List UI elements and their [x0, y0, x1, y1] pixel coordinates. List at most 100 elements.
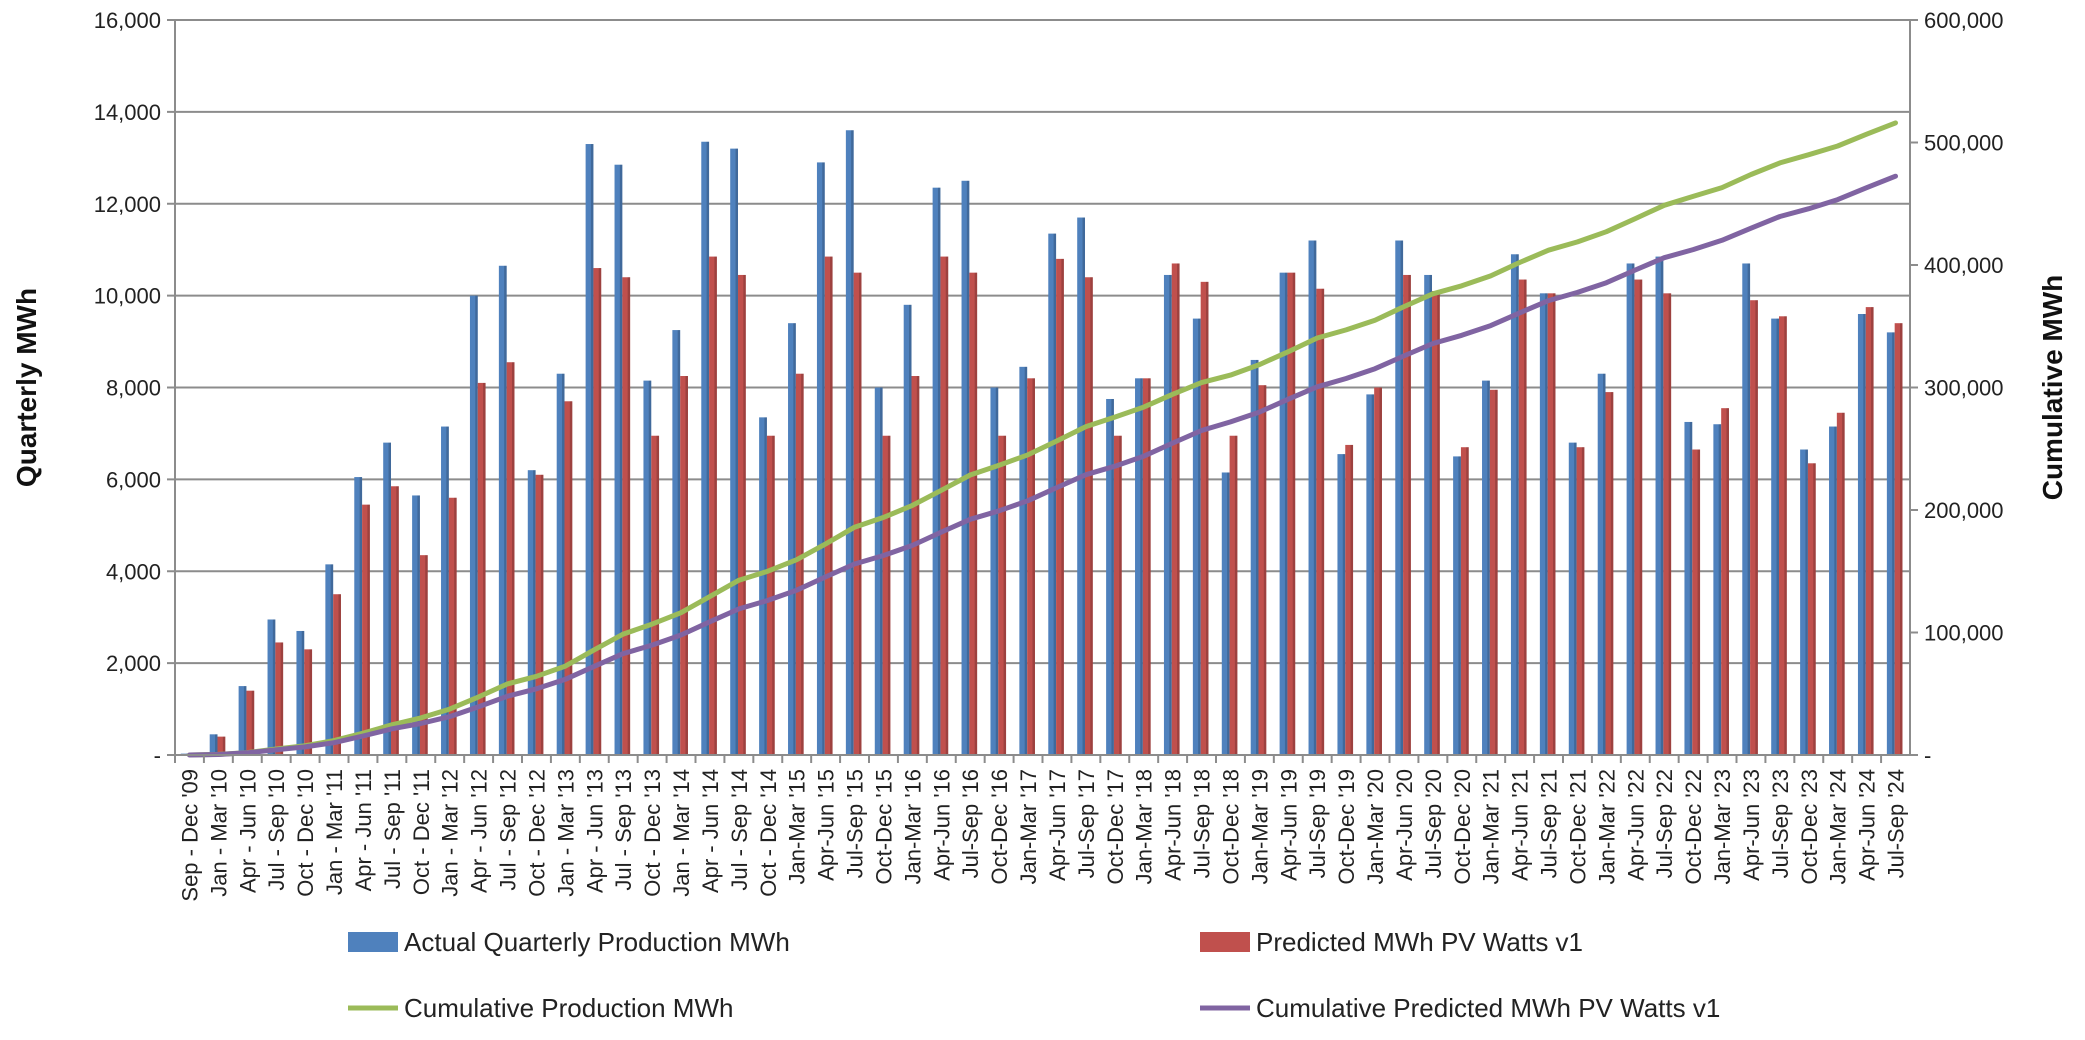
- bar-predicted: [1200, 281, 1209, 755]
- bar-shade: [396, 486, 399, 755]
- left-axis-tick-label: 8,000: [106, 376, 161, 401]
- bar-predicted: [1894, 323, 1903, 755]
- bar-predicted: [304, 649, 313, 755]
- bar-actual: [874, 387, 883, 755]
- bar-shade: [511, 362, 515, 755]
- x-axis-tick-label: Jan-Mar '20: [1363, 769, 1388, 884]
- legend-label: Actual Quarterly Production MWh: [404, 927, 790, 957]
- bar-shade: [1227, 472, 1230, 755]
- bar-shade: [1726, 408, 1729, 755]
- bar-shade: [301, 630, 305, 755]
- bar-actual: [1135, 378, 1143, 755]
- bar-shade: [1148, 378, 1151, 755]
- bar-predicted: [1229, 435, 1238, 755]
- bar-actual: [1106, 398, 1114, 755]
- bar-actual: [383, 442, 392, 755]
- bar-shade: [714, 256, 717, 755]
- bar-shade: [1603, 373, 1606, 755]
- right-axis-tick-label: 200,000: [1924, 498, 2004, 523]
- x-axis-tick-label: Apr - Jun '12: [467, 769, 492, 893]
- bar-shade: [1813, 463, 1816, 755]
- bar-shade: [1639, 279, 1643, 755]
- bar-shade: [1718, 424, 1722, 755]
- x-axis-tick-label: Jan-Mar '18: [1132, 769, 1157, 884]
- bar-actual: [1279, 272, 1288, 755]
- x-axis-tick-label: Apr-Jun '18: [1161, 769, 1186, 881]
- bar-actual: [1163, 274, 1172, 755]
- x-axis-tick-label: Apr-Jun '22: [1623, 769, 1648, 881]
- x-axis-tick-label: Jul - Sep '13: [611, 769, 636, 891]
- x-axis-tick-label: Jul-Sep '16: [958, 769, 983, 878]
- bar-shade: [1321, 288, 1325, 755]
- left-axis-title: Quarterly MWh: [11, 288, 42, 487]
- right-axis-tick-label: 400,000: [1924, 253, 2004, 278]
- bar-shade: [338, 594, 341, 755]
- right-axis-tick-label: 100,000: [1924, 621, 2004, 646]
- bar-actual: [1482, 380, 1490, 755]
- bar-shade: [330, 564, 334, 755]
- bar-predicted: [246, 690, 255, 755]
- bar-predicted: [1460, 447, 1469, 755]
- left-axis-tick-label: 14,000: [94, 100, 161, 125]
- right-axis-tick-label: 500,000: [1924, 131, 2004, 156]
- legend-label: Cumulative Predicted MWh PV Watts v1: [1256, 993, 1720, 1023]
- x-axis-tick-label: Oct-Dec '15: [872, 769, 897, 884]
- bar-shade: [851, 130, 854, 755]
- x-axis-tick-label: Jan-Mar '21: [1479, 769, 1504, 884]
- x-axis-tick-label: Jan-Mar '15: [785, 769, 810, 884]
- bar-actual: [672, 330, 681, 755]
- bar-predicted: [1634, 279, 1643, 755]
- bar-predicted: [882, 435, 891, 755]
- bar-shade: [1205, 281, 1209, 755]
- x-axis-tick-label: Jan - Mar '11: [322, 769, 347, 895]
- axes: - 2,000 4,000 6,000 8,000 10,000 12,000 14,000 1…: [11, 8, 2068, 902]
- bar-shade: [887, 435, 891, 755]
- bar-actual: [614, 164, 623, 755]
- bar-actual: [1684, 421, 1693, 755]
- bar-shade: [995, 387, 999, 755]
- bar-actual: [1308, 240, 1317, 755]
- bar-shade: [1863, 314, 1866, 755]
- bar-actual: [1655, 256, 1664, 755]
- bar-predicted: [940, 256, 949, 755]
- x-axis-tick-label: Apr - Jun '13: [582, 769, 607, 893]
- bar-shade: [1610, 392, 1614, 755]
- bar-shade: [1408, 274, 1411, 755]
- x-axis-tick-label: Oct-Dec '20: [1450, 769, 1475, 884]
- legend: Actual Quarterly Production MWh Predicted…: [348, 927, 1720, 1023]
- x-axis-tick-label: Apr - Jun '14: [698, 769, 723, 893]
- bar-actual: [556, 373, 565, 755]
- bar-predicted: [593, 268, 602, 755]
- x-axis-tick-label: Oct - Dec '11: [409, 769, 434, 895]
- x-axis-tick-label: Jan-Mar '23: [1710, 769, 1735, 884]
- bar-predicted: [1403, 274, 1411, 755]
- bar-predicted: [419, 555, 428, 755]
- bar-shade: [1053, 233, 1057, 755]
- bar-shade: [1660, 256, 1664, 755]
- bar-predicted: [535, 474, 544, 755]
- bar-actual: [1771, 318, 1780, 755]
- bar-shade: [1574, 442, 1577, 755]
- bar-actual: [412, 495, 420, 755]
- bar-shade: [772, 435, 775, 755]
- bar-shade: [1487, 380, 1490, 755]
- bar-shade: [743, 274, 746, 755]
- bar-shade: [1834, 426, 1837, 755]
- x-axis-tick-label: Apr - Jun '11: [351, 769, 376, 891]
- bar-shade: [425, 555, 428, 755]
- bar-actual: [267, 619, 276, 755]
- bar-predicted: [217, 736, 226, 755]
- bar-predicted: [506, 362, 515, 755]
- x-axis-tick-label: Oct-Dec '17: [1103, 769, 1128, 884]
- bar-actual: [585, 144, 594, 755]
- bar-predicted: [1027, 378, 1035, 755]
- bar-shade: [1198, 318, 1201, 755]
- bar-actual: [325, 564, 334, 755]
- bar-actual: [441, 426, 449, 755]
- bars: [180, 130, 1903, 755]
- bar-shade: [272, 619, 276, 755]
- bar-shade: [1400, 240, 1404, 755]
- left-axis-tick-label: 4,000: [106, 559, 161, 584]
- bar-shade: [1755, 300, 1758, 755]
- bar-predicted: [1374, 387, 1382, 755]
